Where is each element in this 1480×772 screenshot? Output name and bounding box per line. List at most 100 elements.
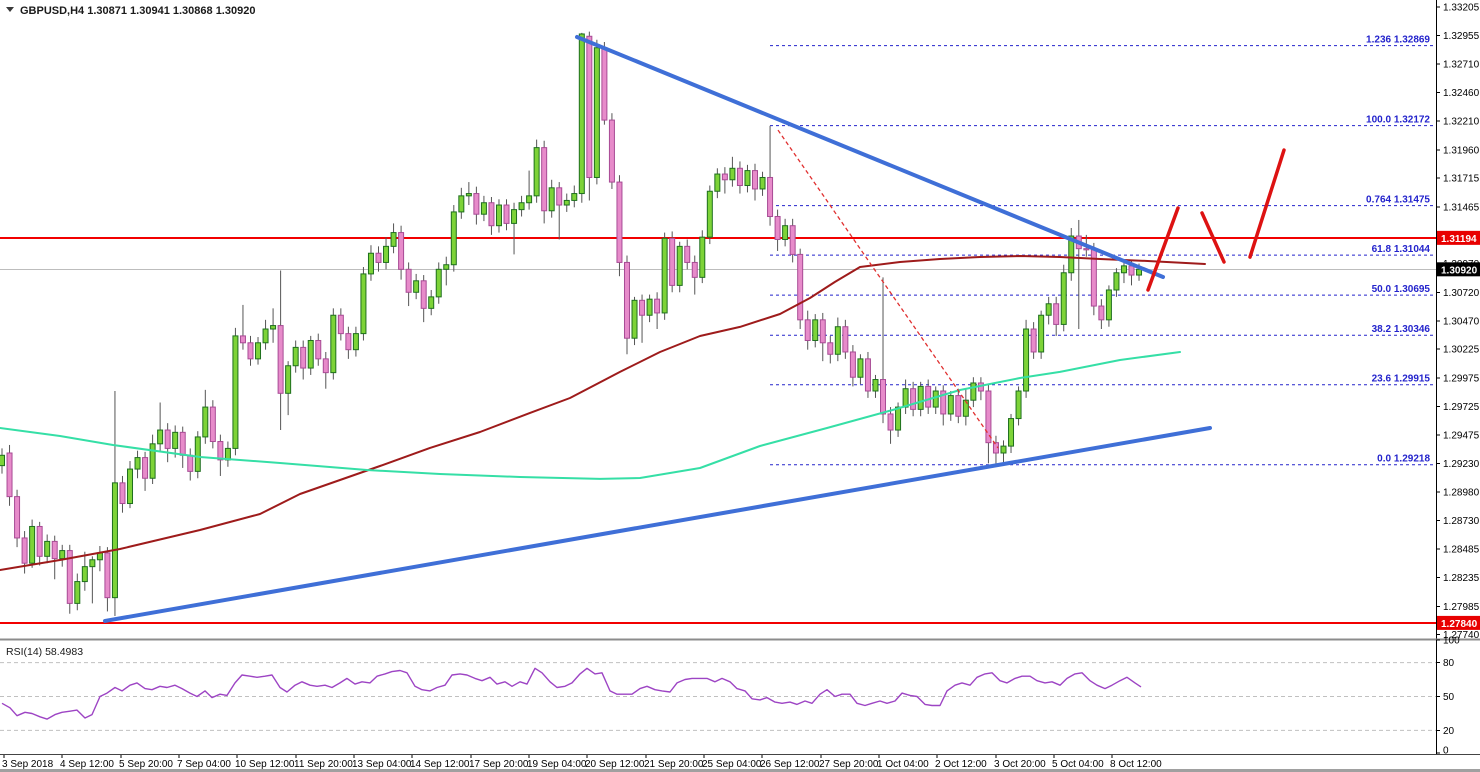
price-tick-label: 1.30720 [1443,288,1480,299]
time-tick-label: 2 Oct 12:00 [935,759,987,770]
bear-candle [887,413,894,431]
bear-candle [51,540,58,560]
bear-candle [669,237,676,286]
horizontal-price-lines[interactable] [0,236,1436,624]
time-tick-label: 19 Sep 04:00 [527,759,587,770]
bear-candle [164,429,171,449]
bull-candle [1105,289,1112,321]
bull-candle [571,193,578,201]
bear-candle [721,173,728,181]
fib-level-label: 38.2 1.30346 [1372,324,1431,335]
price-tick-label: 1.27985 [1443,602,1480,613]
symbol-dropdown-icon[interactable] [6,7,14,12]
bull-candle [285,365,292,394]
rsi-tick-label: 80 [1443,658,1455,669]
bear-candle [586,35,593,178]
descending-trendline[interactable] [575,34,1165,280]
rsi-tick-label: 50 [1443,692,1455,703]
bear-candle [556,187,563,206]
bear-candle [1083,248,1090,251]
bear-candle [684,245,691,263]
moving-averages [0,255,1206,571]
price-tick-label: 1.29725 [1443,402,1480,413]
bear-candle [503,204,510,224]
price-tick-label: 1.28485 [1443,544,1480,555]
bear-candle [187,454,194,472]
price-tick-label: 1.32460 [1443,88,1480,99]
time-tick-label: 25 Sep 04:00 [702,759,762,770]
bull-candle [902,388,909,408]
bull-candle [511,209,518,224]
price-tick-label: 1.31960 [1443,145,1480,156]
bull-candle [917,385,924,410]
price-tick-label: 1.28730 [1443,516,1480,527]
bull-candle [661,237,668,314]
ascending-trendline[interactable] [103,425,1212,623]
rsi-axis[interactable]: 100 80 50 20 0 [1436,636,1460,757]
bear-candle [774,216,781,240]
time-tick-label: 5 Oct 04:00 [1052,759,1104,770]
bear-candle [14,496,21,539]
price-tick-label: 1.27740 [1443,630,1480,641]
bull-candle [194,436,201,472]
bull-candle [157,429,164,445]
bull-candle [149,443,156,479]
price-tag-label: 1.27840 [1441,619,1478,630]
rsi-tick-label: 100 [1443,636,1460,647]
bull-candle [352,333,359,351]
time-axis[interactable]: 3 Sep 2018 4 Sep 12:00 5 Sep 20:00 7 Sep 04… [2,755,1162,770]
bear-candle [767,176,774,218]
bear-candle [21,537,28,564]
red-zigzag-segment[interactable] [1146,206,1180,292]
bear-candle [955,395,962,417]
red-zigzag-segment[interactable] [1248,148,1286,259]
bear-candle [691,261,698,278]
bear-candle [736,167,743,187]
bull-candle [292,346,299,367]
bull-candle [390,232,397,247]
bull-candle [962,399,969,417]
red-arrow-annotation[interactable] [1146,148,1286,292]
bear-candle [992,442,999,454]
bear-candle [1098,305,1105,321]
time-tick-label: 17 Sep 20:00 [469,759,529,770]
candlesticks [0,31,1143,617]
bull-candle [443,264,450,270]
bull-candle [578,33,585,195]
bull-candle [872,379,879,392]
bear-candle [880,379,887,415]
price-axis[interactable]: 1.33205 1.32955 1.32710 1.32460 1.32210 1.319… [1436,3,1480,641]
bull-candle [1038,314,1045,353]
price-tick-label: 1.33205 [1443,3,1480,14]
ma-dark-red [0,255,1206,571]
price-tick-label: 1.31465 [1443,202,1480,213]
bull-candle [1023,328,1030,392]
price-tick-label: 1.30470 [1443,316,1480,327]
bull-candle [383,245,390,263]
bull-candle [89,559,96,568]
time-tick-label: 10 Sep 12:00 [235,759,295,770]
price-tags: 1.31194 1.30920 1.27840 [1437,230,1480,630]
bull-candle [699,236,706,278]
bull-candle [172,431,179,449]
red-zigzag-segment[interactable] [1200,211,1226,264]
bull-candle [932,390,939,408]
bear-candle [337,314,344,335]
fibonacci-retracement[interactable]: 1.236 1.32869 100.0 1.32172 0.764 1.31475 6… [770,35,1436,466]
bear-candle [36,525,43,557]
time-tick-label: 11 Sep 20:00 [294,759,353,770]
red-dashed-projection[interactable] [777,129,999,449]
bear-candle [601,47,608,121]
time-tick-label: 7 Sep 04:00 [177,759,231,770]
bear-candle [654,298,661,314]
fib-level-label: 0.0 1.29218 [1377,454,1430,465]
bull-candle [81,566,88,583]
rsi-indicator-label: RSI(14) 58.4983 [6,646,83,658]
bull-candle [29,525,36,564]
red-dashed-line[interactable] [777,129,999,449]
bear-candle [639,299,646,316]
trendlines[interactable] [103,34,1212,623]
bull-candle [262,328,269,344]
window-bottom-edge [0,769,1480,772]
